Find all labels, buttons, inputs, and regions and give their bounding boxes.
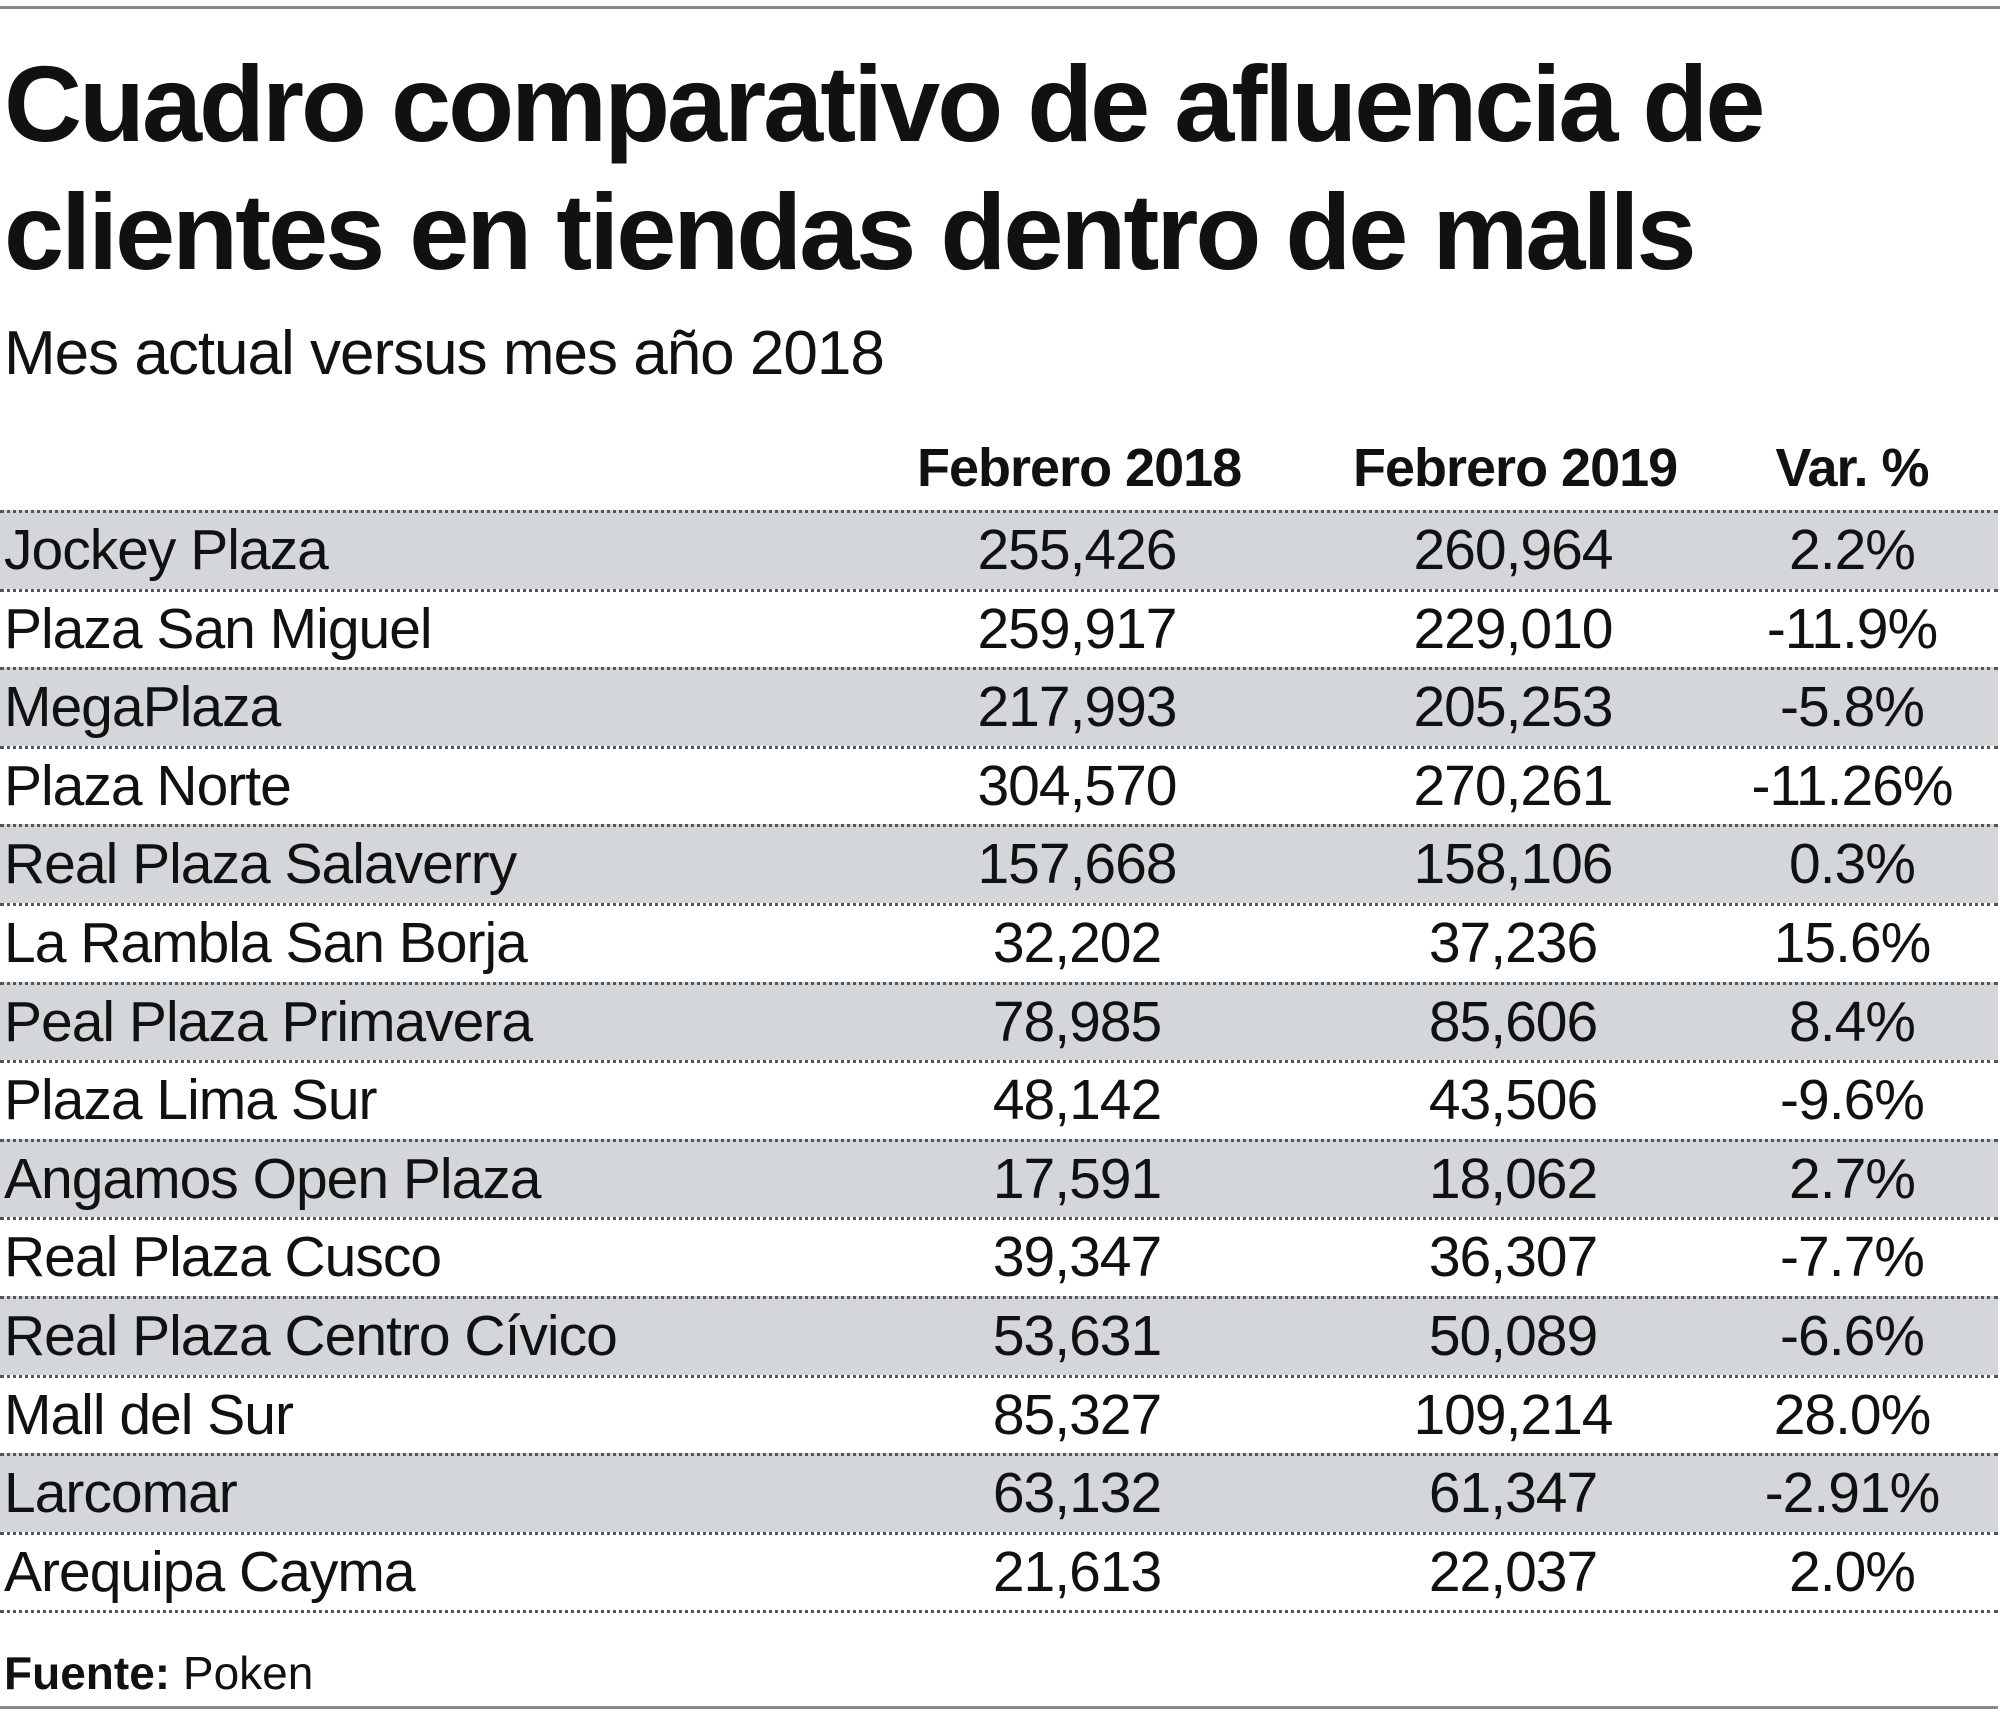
variation-value: -11.9% — [1766, 596, 1938, 661]
variation-value: 8.4% — [1789, 989, 1916, 1054]
table-row: Real Plaza Centro Cívico 53,631 50,089 -6.6… — [0, 1295, 1998, 1375]
table-row: Plaza Norte 304,570 270,261 -11.26% — [0, 745, 1998, 825]
table-row: Real Plaza Salaverry 157,668 158,106 0.3% — [0, 824, 1998, 903]
mall-name: Real Plaza Centro Cívico — [4, 1303, 618, 1368]
variation-value: -6.6% — [1780, 1303, 1925, 1368]
data-table: Jockey Plaza 255,426 260,964 2.2% Plaza San … — [0, 510, 1998, 1614]
feb-2018-value: 48,142 — [992, 1068, 1162, 1133]
source-value: Poken — [182, 1647, 314, 1699]
feb-2018-value: 32,202 — [992, 910, 1162, 975]
feb-2018-value: 304,570 — [977, 753, 1177, 818]
feb-2019-value: 37,236 — [1428, 910, 1598, 975]
top-rule — [0, 6, 2000, 9]
column-header-feb-2019: Febrero 2019 — [1353, 438, 1678, 498]
feb-2019-value: 50,089 — [1428, 1303, 1598, 1368]
column-header-feb-2018: Febrero 2018 — [917, 438, 1242, 498]
feb-2019-value: 36,307 — [1428, 1225, 1598, 1290]
source-label: Fuente: — [4, 1647, 171, 1699]
variation-value: -7.7% — [1780, 1225, 1925, 1290]
title-line-1: Cuadro comparativo de afluencia de — [4, 43, 1765, 164]
title-line-2: clientes en tiendas dentro de malls — [4, 171, 1697, 292]
subtitle: Mes actual versus mes año 2018 — [4, 319, 885, 388]
mall-name: Mall del Sur — [4, 1382, 294, 1447]
feb-2019-value: 158,106 — [1413, 832, 1613, 897]
feb-2018-value: 85,327 — [992, 1382, 1162, 1447]
feb-2018-value: 39,347 — [992, 1225, 1162, 1290]
feb-2019-value: 43,506 — [1428, 1068, 1598, 1133]
table-row: La Rambla San Borja 32,202 37,236 15.6% — [0, 902, 1998, 982]
feb-2019-value: 61,347 — [1428, 1461, 1598, 1526]
feb-2018-value: 78,985 — [992, 989, 1162, 1054]
table-row: Plaza San Miguel 259,917 229,010 -11.9% — [0, 588, 1998, 668]
mall-name: Plaza Norte — [4, 753, 292, 818]
feb-2018-value: 255,426 — [977, 518, 1177, 582]
mall-name: MegaPlaza — [4, 675, 281, 740]
column-header-var: Var. % — [1775, 438, 1929, 498]
feb-2019-value: 205,253 — [1413, 675, 1613, 740]
feb-2018-value: 21,613 — [992, 1539, 1162, 1604]
feb-2019-value: 270,261 — [1413, 753, 1613, 818]
table-row: Real Plaza Cusco 39,347 36,307 -7.7% — [0, 1217, 1998, 1296]
feb-2019-value: 109,214 — [1413, 1382, 1613, 1447]
variation-value: 2.0% — [1789, 1539, 1916, 1604]
feb-2019-value: 229,010 — [1413, 596, 1613, 661]
variation-value: -2.91% — [1764, 1461, 1941, 1526]
table-row: Plaza Lima Sur 48,142 43,506 -9.6% — [0, 1060, 1998, 1139]
table-row: Jockey Plaza 255,426 260,964 2.2% — [0, 510, 1998, 589]
feb-2019-value: 85,606 — [1428, 989, 1598, 1054]
table-row: Peal Plaza Primavera 78,985 85,606 8.4% — [0, 981, 1998, 1061]
feb-2018-value: 17,591 — [992, 1146, 1162, 1211]
feb-2019-value: 260,964 — [1413, 518, 1613, 582]
mall-name: La Rambla San Borja — [4, 910, 528, 975]
feb-2018-value: 259,917 — [977, 596, 1177, 661]
feb-2018-value: 217,993 — [977, 675, 1177, 740]
table-row: Arequipa Cayma 21,613 22,037 2.0% — [0, 1531, 1998, 1614]
feb-2018-value: 157,668 — [977, 832, 1177, 897]
mall-name: Plaza San Miguel — [4, 596, 433, 661]
variation-value: -9.6% — [1780, 1068, 1925, 1133]
mall-name: Jockey Plaza — [4, 518, 329, 582]
variation-value: 28.0% — [1773, 1382, 1932, 1447]
source-note: Fuente: Poken — [4, 1645, 313, 1701]
mall-name: Real Plaza Cusco — [4, 1225, 442, 1290]
mall-name: Larcomar — [4, 1461, 238, 1526]
variation-value: -5.8% — [1780, 675, 1925, 740]
feb-2018-value: 63,132 — [992, 1461, 1162, 1526]
table-row: MegaPlaza 217,993 205,253 -5.8% — [0, 667, 1998, 746]
variation-value: 15.6% — [1773, 910, 1932, 975]
table-row: Angamos Open Plaza 17,591 18,062 2.7% — [0, 1138, 1998, 1218]
variation-value: 2.7% — [1789, 1146, 1916, 1211]
table-row: Larcomar 63,132 61,347 -2.91% — [0, 1453, 1998, 1532]
variation-value: 0.3% — [1789, 832, 1916, 897]
mall-name: Arequipa Cayma — [4, 1539, 416, 1604]
bottom-rule — [0, 1706, 1998, 1709]
feb-2019-value: 22,037 — [1428, 1539, 1598, 1604]
mall-name: Plaza Lima Sur — [4, 1068, 378, 1133]
mall-name: Peal Plaza Primavera — [4, 989, 533, 1054]
variation-value: 2.2% — [1789, 518, 1916, 582]
page-title: Cuadro comparativo de afluencia de clien… — [4, 40, 1765, 296]
mall-name: Real Plaza Salaverry — [4, 832, 517, 897]
mall-name: Angamos Open Plaza — [4, 1146, 541, 1211]
variation-value: -11.26% — [1751, 753, 1953, 818]
table-row: Mall del Sur 85,327 109,214 28.0% — [0, 1374, 1998, 1454]
feb-2018-value: 53,631 — [992, 1303, 1162, 1368]
feb-2019-value: 18,062 — [1428, 1146, 1598, 1211]
